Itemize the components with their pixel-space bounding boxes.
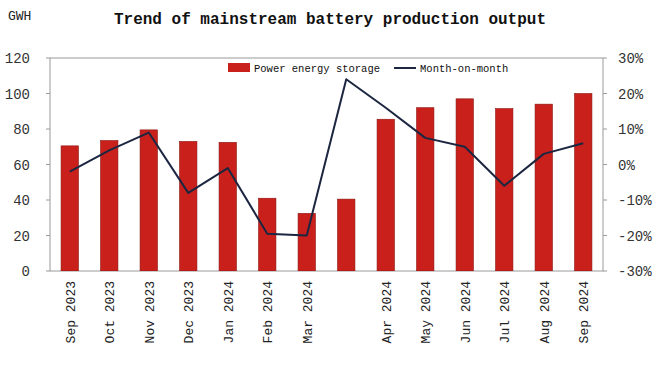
y-tick-label: 80 bbox=[13, 122, 30, 138]
y-tick bbox=[46, 129, 50, 130]
bar bbox=[101, 141, 118, 271]
y2-tick-label: 20% bbox=[618, 87, 644, 103]
y-tick-label: 120 bbox=[5, 51, 30, 67]
bar bbox=[496, 109, 513, 271]
plot-area bbox=[61, 79, 592, 271]
y2-tick bbox=[603, 200, 607, 201]
bar bbox=[140, 130, 157, 271]
legend: Power energy storage Month-on-month bbox=[228, 63, 508, 75]
x-tick-label: Mar 2024 bbox=[301, 281, 316, 344]
y-tick-label: 40 bbox=[13, 193, 30, 209]
x-tick-label: Aug 2024 bbox=[538, 281, 553, 344]
y2-tick-label: 30% bbox=[618, 51, 644, 67]
plot-frame bbox=[50, 58, 603, 271]
y2-tick bbox=[603, 271, 607, 272]
x-tick-label: Dec 2023 bbox=[182, 281, 197, 343]
bar bbox=[298, 213, 315, 271]
y2-tick-label: -20% bbox=[618, 229, 652, 245]
bar bbox=[338, 199, 355, 271]
y-tick bbox=[46, 235, 50, 236]
x-tick-label: Sep 2023 bbox=[64, 281, 79, 343]
y-tick bbox=[46, 93, 50, 94]
legend-swatch bbox=[394, 67, 416, 69]
x-tick-label: Feb 2024 bbox=[261, 281, 276, 344]
chart: Trend of mainstream battery production o… bbox=[0, 0, 660, 379]
y2-tick-label: -10% bbox=[618, 193, 652, 209]
y2-tick bbox=[603, 235, 607, 236]
y-tick bbox=[46, 58, 50, 59]
bar bbox=[535, 104, 552, 271]
legend-swatch bbox=[228, 63, 250, 72]
bar bbox=[61, 146, 78, 271]
y2-tick-label: 10% bbox=[618, 122, 644, 138]
y-tick-label: 0 bbox=[22, 264, 30, 280]
line bbox=[70, 79, 584, 235]
y2-tick bbox=[603, 93, 607, 94]
y-tick bbox=[46, 200, 50, 201]
x-tick-label: Oct 2023 bbox=[103, 281, 118, 343]
legend-label: Power energy storage bbox=[254, 63, 380, 75]
y-axis-label: GWH bbox=[8, 9, 31, 24]
y2-tick bbox=[603, 164, 607, 165]
bar bbox=[180, 141, 197, 271]
y-tick bbox=[46, 164, 50, 165]
bar bbox=[219, 142, 236, 271]
x-tick-label: Jul 2024 bbox=[498, 281, 513, 344]
title: Trend of mainstream battery production o… bbox=[114, 11, 546, 29]
y-tick bbox=[46, 271, 50, 272]
y2-tick-label: 0% bbox=[618, 158, 635, 174]
x-tick-label: Jun 2024 bbox=[459, 281, 474, 344]
y2-tick bbox=[603, 58, 607, 59]
y2-tick bbox=[603, 129, 607, 130]
x-tick-label: Jan 2024 bbox=[222, 281, 237, 344]
x-tick-label: Sep 2024 bbox=[577, 281, 592, 344]
x-tick-label: May 2024 bbox=[419, 281, 434, 344]
y2-tick-label: -30% bbox=[618, 264, 652, 280]
x-tick-label: Apr 2024 bbox=[380, 281, 395, 344]
legend-label: Month-on-month bbox=[420, 63, 508, 75]
x-tick-label: Nov 2023 bbox=[143, 281, 158, 343]
y-tick-label: 100 bbox=[5, 87, 30, 103]
y-tick-label: 20 bbox=[13, 229, 30, 245]
bar bbox=[377, 119, 394, 271]
bar bbox=[575, 94, 592, 272]
y-tick-label: 60 bbox=[13, 158, 30, 174]
bar bbox=[456, 99, 473, 271]
